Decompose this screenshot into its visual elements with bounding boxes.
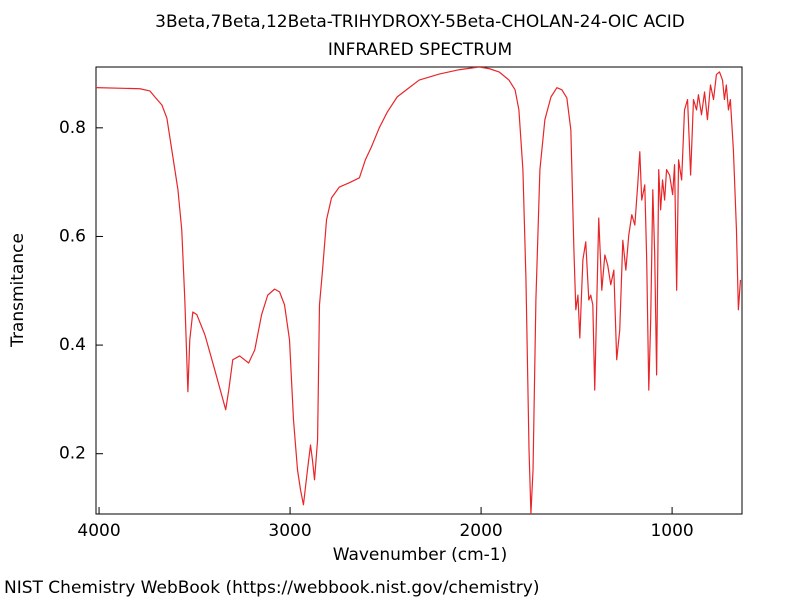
y-tick-label: 0.4 bbox=[59, 335, 86, 355]
x-tick-label: 3000 bbox=[268, 521, 311, 541]
x-axis-label: Wavenumber (cm-1) bbox=[333, 545, 508, 565]
y-tick-label: 0.6 bbox=[59, 226, 86, 246]
y-axis-label: Transmitance bbox=[8, 233, 28, 348]
y-tick-label: 0.2 bbox=[59, 444, 86, 464]
spectrum-line bbox=[96, 67, 742, 514]
plot-frame bbox=[95, 66, 743, 515]
y-tick-label: 0.8 bbox=[59, 118, 86, 138]
x-tick-label: 1000 bbox=[650, 521, 693, 541]
footer: NIST Chemistry WebBook (https://webbook.… bbox=[4, 578, 539, 598]
x-tick-label: 2000 bbox=[459, 521, 502, 541]
chart-subtitle: INFRARED SPECTRUM bbox=[328, 40, 512, 60]
x-tick-label: 4000 bbox=[77, 521, 120, 541]
chart-title: 3Beta,7Beta,12Beta-TRIHYDROXY-5Beta-CHOL… bbox=[155, 12, 685, 32]
